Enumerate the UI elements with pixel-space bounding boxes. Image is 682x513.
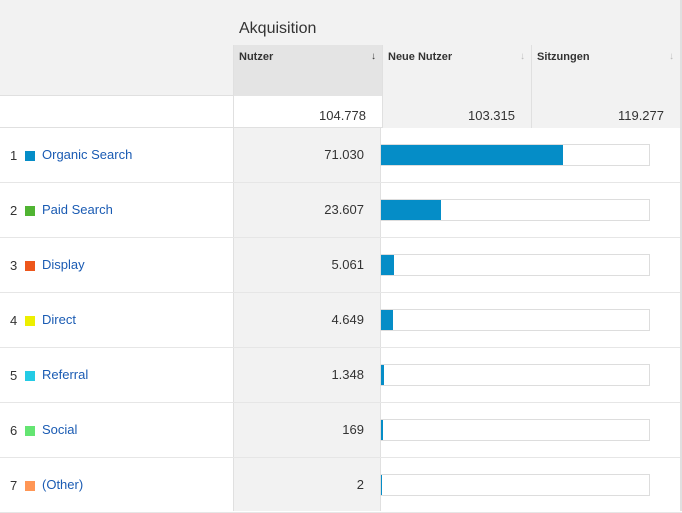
column-header-neue-nutzer[interactable]: Neue Nutzer ↓ (382, 45, 531, 96)
sort-arrow-icon[interactable]: ↓ (669, 51, 674, 62)
group-title: Akquisition (239, 20, 317, 37)
share-bar-fill (381, 310, 393, 330)
row-value: 71.030 (324, 147, 364, 162)
column-label: Nutzer (239, 51, 274, 63)
table-row: 3 Display 5.061 (0, 238, 682, 293)
column-label: Sitzungen (537, 51, 590, 63)
table-row: 1 Organic Search 71.030 (0, 128, 682, 183)
row-rank: 7 (10, 478, 18, 493)
table-row: 5 Referral 1.348 (0, 348, 682, 403)
row-value: 169 (342, 422, 364, 437)
table-row: 6 Social 169 (0, 403, 682, 458)
channel-link[interactable]: Organic Search (42, 147, 133, 162)
row-rank: 2 (10, 203, 18, 218)
share-bar-track (380, 364, 650, 386)
column-header-sitzungen[interactable]: Sitzungen ↓ (531, 45, 680, 96)
nutzer-column-bg (233, 128, 381, 511)
share-bar-track (380, 309, 650, 331)
table-right-border (680, 0, 682, 511)
share-bar-track (380, 474, 650, 496)
channel-color-swatch (25, 261, 35, 271)
column-label: Neue Nutzer (388, 51, 453, 63)
sort-arrow-icon[interactable]: ↓ (371, 51, 376, 62)
share-bar-track (380, 254, 650, 276)
share-bar-track (380, 199, 650, 221)
channel-link[interactable]: Direct (42, 312, 76, 327)
row-rank: 1 (10, 148, 18, 163)
row-value: 4.649 (331, 312, 364, 327)
share-bar-track (380, 419, 650, 441)
row-rank: 6 (10, 423, 18, 438)
row-rank: 5 (10, 368, 18, 383)
channel-link[interactable]: Social (42, 422, 78, 437)
total-sitzungen: 119.277 (531, 96, 680, 128)
row-value: 23.607 (324, 202, 364, 217)
row-value: 2 (356, 477, 364, 492)
channel-link[interactable]: Referral (42, 367, 89, 382)
channel-link[interactable]: (Other) (42, 477, 84, 492)
channel-color-swatch (25, 316, 35, 326)
table-row: 4 Direct 4.649 (0, 293, 682, 348)
row-value: 1.348 (331, 367, 364, 382)
total-neue-nutzer: 103.315 (382, 96, 531, 128)
table-row: 7 (Other) 2 (0, 458, 682, 513)
share-bar-fill (381, 255, 394, 275)
table-row: 2 Paid Search 23.607 (0, 183, 682, 238)
row-value: 5.061 (331, 257, 364, 272)
column-header-nutzer[interactable]: Nutzer ↓ (233, 45, 382, 96)
channel-color-swatch (25, 151, 35, 161)
share-bar-fill (381, 475, 382, 495)
channel-color-swatch (25, 206, 35, 216)
row-rank: 3 (10, 258, 18, 273)
channel-color-swatch (25, 481, 35, 491)
row-rank: 4 (10, 313, 18, 328)
share-bar-fill (381, 420, 383, 440)
channel-link[interactable]: Display (42, 257, 85, 272)
channel-color-swatch (25, 426, 35, 436)
share-bar-fill (381, 145, 563, 165)
share-bar-fill (381, 200, 442, 220)
channel-link[interactable]: Paid Search (42, 202, 113, 217)
channel-color-swatch (25, 371, 35, 381)
sort-arrow-icon[interactable]: ↓ (520, 51, 525, 62)
share-bar-fill (381, 365, 385, 385)
share-bar-track (380, 144, 650, 166)
total-nutzer: 104.778 (233, 96, 382, 128)
totals-row (0, 96, 682, 128)
